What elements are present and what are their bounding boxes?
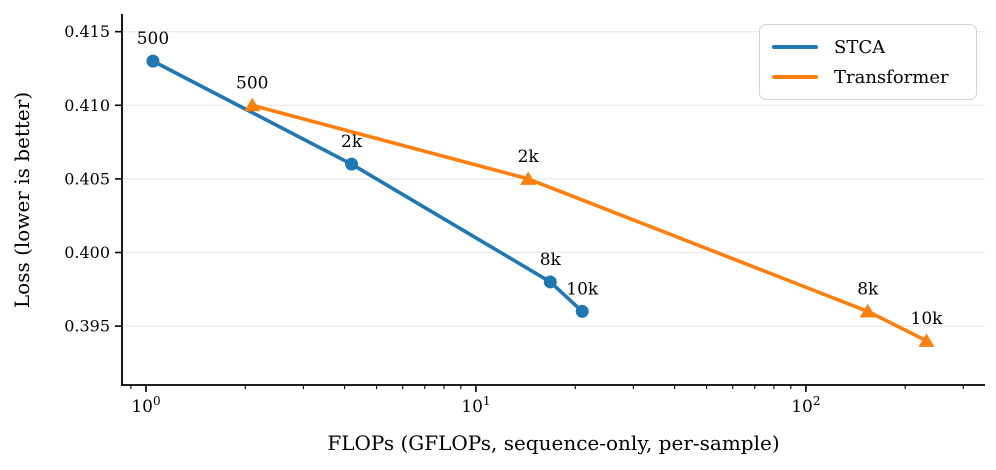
point-annotation: 10k [566,279,599,299]
point-annotation: 8k [857,279,879,299]
y-tick-label: 0.395 [64,317,110,336]
legend-label-transformer: Transformer [834,66,949,88]
y-tick-label: 0.410 [64,96,110,115]
data-point-transformer-2k [520,171,537,185]
legend-label-stca: STCA [834,36,886,58]
point-annotation: 500 [236,73,268,93]
x-axis-label: FLOPs (GFLOPs, sequence-only, per-sample… [327,431,780,455]
data-point-stca-8k [543,275,557,289]
x-tick-label: 101 [461,394,490,417]
point-annotation: 2k [341,132,363,152]
point-annotation: 2k [518,147,540,167]
y-tick-label: 0.400 [64,243,110,262]
point-annotation: 8k [540,250,562,270]
data-point-stca-500 [146,54,160,68]
data-point-stca-10k [575,304,589,318]
data-point-transformer-10k [918,333,935,347]
point-annotation: 10k [911,309,944,329]
stca-line-swatch [772,45,818,49]
transformer-line-swatch [772,75,818,79]
point-annotation: 500 [137,29,169,49]
legend: STCA Transformer [759,24,977,100]
y-tick-label: 0.415 [64,22,110,41]
y-tick-label: 0.405 [64,169,110,188]
data-point-transformer-500 [244,97,261,112]
legend-item-transformer: Transformer [772,62,964,92]
y-axis-label: Loss (lower is better) [10,91,34,309]
data-point-transformer-8k [859,303,876,318]
legend-item-stca: STCA [772,32,964,62]
x-tick-label: 102 [791,394,820,417]
x-tick-label: 100 [131,394,160,417]
series-line-transformer [250,103,929,343]
data-point-stca-2k [345,157,359,171]
series-line-stca [151,59,585,314]
